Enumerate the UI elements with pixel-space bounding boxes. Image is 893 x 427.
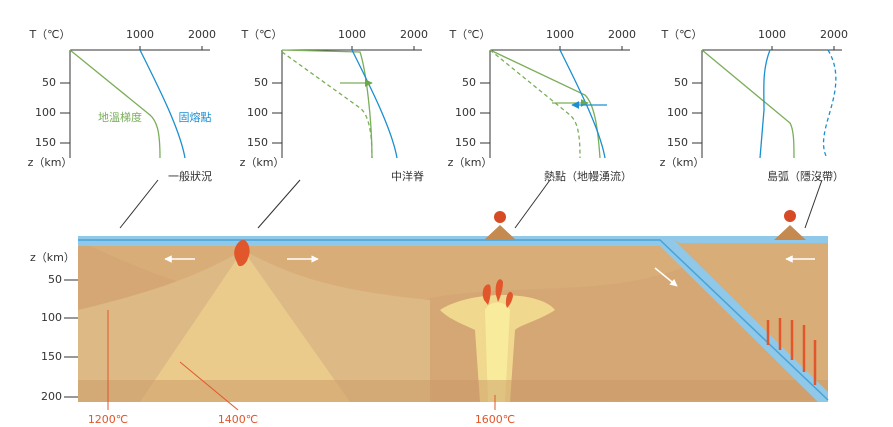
tick-label: 1000 [546, 28, 574, 41]
tick-label: 50 [674, 76, 688, 89]
curve-label: 地溫梯度 [98, 110, 142, 124]
curve [351, 49, 398, 159]
curve [281, 51, 373, 159]
curve [822, 49, 837, 159]
tick-label: 50 [254, 76, 268, 89]
axis-label: z（km） [448, 156, 493, 169]
tick-label: 1000 [126, 28, 154, 41]
panel-caption: 島弧（隱沒帶） [767, 169, 844, 183]
isotherm-label: 1400℃ [218, 413, 258, 426]
tick-label: 2000 [608, 28, 636, 41]
axis-label: z（km） [660, 156, 705, 169]
section-tick-label: 200 [41, 390, 62, 403]
tick-label: 2000 [400, 28, 428, 41]
curve-label: 固熔點 [179, 110, 212, 124]
curve [489, 49, 601, 159]
tick-label: 50 [42, 76, 56, 89]
curve [139, 49, 186, 159]
axis-label: T（℃） [28, 28, 70, 41]
tick-label: 1000 [338, 28, 366, 41]
curve [69, 49, 161, 159]
section-tick-label: 100 [41, 311, 62, 324]
panel-caption: 熱點（地幔湧流） [544, 169, 632, 183]
tick-label: 100 [35, 106, 56, 119]
curve [559, 49, 606, 159]
isotherm-label: 1600℃ [475, 413, 515, 426]
curve [489, 49, 581, 159]
curve [759, 49, 771, 159]
section-tick-label: 150 [41, 350, 62, 363]
axis-label: T（℃） [448, 28, 490, 41]
tick-label: 150 [247, 136, 268, 149]
axis-label: z（km） [240, 156, 285, 169]
section-tick-label: 50 [48, 273, 62, 286]
tick-label: 150 [667, 136, 688, 149]
tick-label: 2000 [188, 28, 216, 41]
curve [701, 49, 795, 159]
tick-label: 150 [455, 136, 476, 149]
axis-label: T（℃） [240, 28, 282, 41]
tick-label: 150 [35, 136, 56, 149]
panel-caption: 中洋脊 [391, 169, 424, 183]
tick-label: 100 [667, 106, 688, 119]
isotherm-label: 1200℃ [88, 413, 128, 426]
tick-label: 100 [455, 106, 476, 119]
axis-label: T（℃） [660, 28, 702, 41]
tick-label: 1000 [758, 28, 786, 41]
tick-label: 100 [247, 106, 268, 119]
curve [281, 49, 373, 159]
tick-label: 50 [462, 76, 476, 89]
panel-caption: 一般狀況 [168, 169, 212, 183]
tick-label: 2000 [820, 28, 848, 41]
section-axis-label: z（km） [30, 251, 75, 264]
axis-label: z（km） [28, 156, 73, 169]
cross-section [78, 179, 829, 411]
